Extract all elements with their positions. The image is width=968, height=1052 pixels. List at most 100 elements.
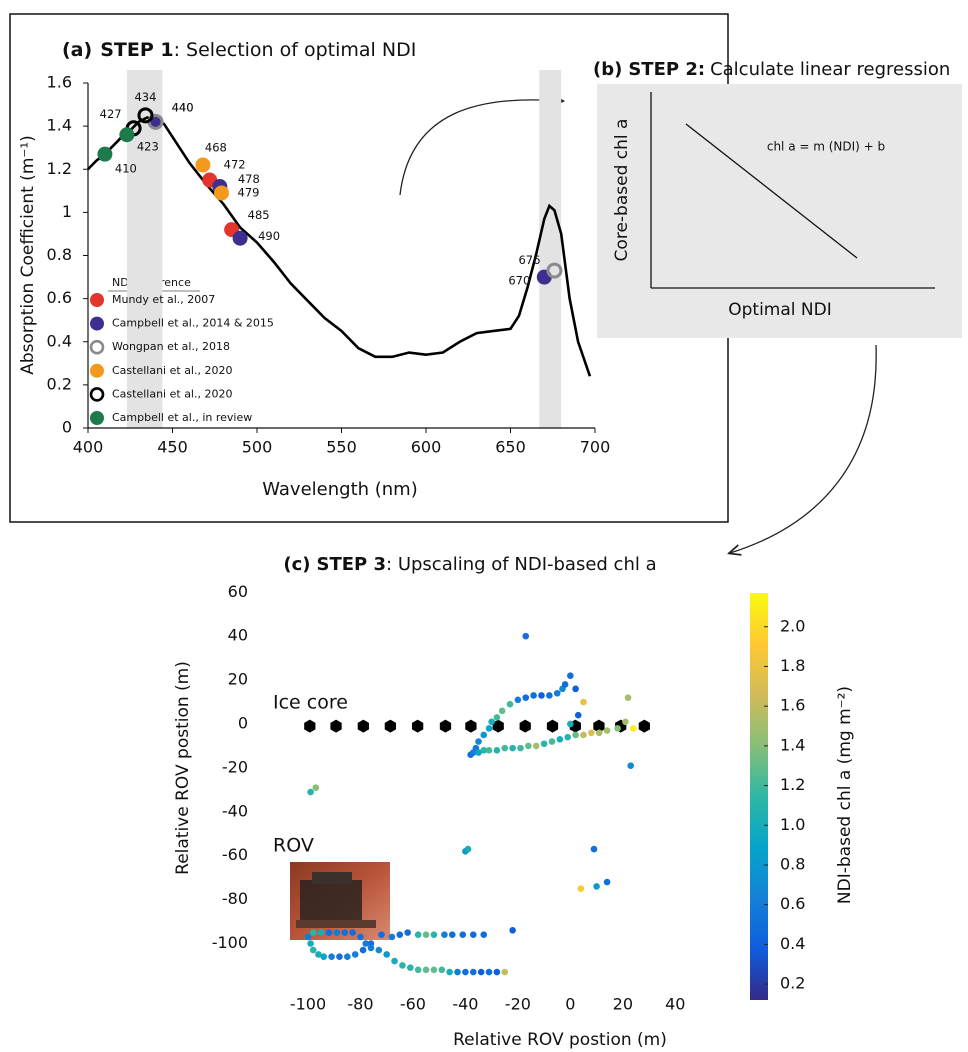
rov-point [378, 931, 385, 939]
rov-point [312, 784, 320, 791]
x-tick-label: 550 [326, 438, 357, 457]
point-label: 423 [137, 139, 159, 153]
rov-point [399, 962, 406, 969]
x-tick-label: 650 [495, 438, 526, 457]
title: : Upscaling of NDI-based chl a [386, 554, 657, 575]
point-label: 479 [238, 185, 260, 199]
rov-point [375, 946, 383, 954]
x-tick-label: -20 [505, 995, 531, 1014]
rov-point [572, 685, 579, 693]
colorbar-tick-label: 1.2 [780, 775, 805, 794]
rov-point [349, 929, 356, 936]
point-label: 434 [134, 90, 156, 104]
rov-point [485, 747, 493, 754]
rov-point [317, 929, 325, 936]
rov-point [532, 742, 540, 750]
rov-point [446, 968, 453, 976]
rov-point [475, 749, 482, 756]
rov-point [391, 957, 398, 965]
rov-point [501, 744, 509, 752]
x-axis-title: Optimal NDI [728, 300, 832, 320]
rov-point [480, 931, 488, 939]
rov-point [477, 968, 485, 976]
rov-point [480, 747, 488, 754]
point-label: 676 [518, 253, 540, 267]
rov-point [351, 951, 359, 958]
legend-label: Campbell et al., 2014 & 2015 [112, 317, 274, 330]
rov-point [362, 940, 369, 947]
legend-marker [89, 339, 105, 355]
rov-point [603, 878, 611, 886]
colorbar-tick-label: 1.0 [780, 815, 805, 834]
rov-point [304, 933, 312, 941]
ice-core [439, 719, 452, 733]
rov-point [595, 729, 603, 737]
y-tick-label: -60 [222, 845, 248, 864]
rov-point [572, 731, 579, 739]
flow-arrow [730, 344, 877, 553]
rov-point [493, 968, 501, 976]
rov-point [493, 747, 501, 754]
rov-point [383, 951, 390, 958]
rov-point [441, 931, 448, 939]
colorbar-tick-label: 0.2 [780, 974, 805, 993]
rov-point [567, 672, 574, 679]
rov-point [359, 946, 367, 954]
panel-a-title: (a) STEP 1: Selection of optimal NDI [62, 39, 416, 61]
rov-point [580, 698, 587, 706]
rov-point [469, 968, 477, 976]
colorbar-tick-label: 0.6 [780, 894, 805, 913]
colorbar-tick-label: 1.4 [780, 735, 805, 754]
point-label: 440 [172, 100, 194, 114]
flow-arrow [399, 100, 562, 196]
rov-point [556, 736, 564, 743]
x-tick-label: 400 [73, 438, 104, 457]
point-label: 490 [258, 229, 280, 243]
legend-label: Wongpan et al., 2018 [112, 340, 230, 353]
rov-point [388, 933, 396, 941]
rov-point [309, 946, 317, 954]
rov-point [307, 940, 314, 947]
rov-point [485, 968, 493, 976]
rov-point [488, 718, 495, 726]
x-tick-label: -100 [290, 995, 326, 1014]
title: Calculate linear regression [710, 59, 950, 80]
colorbar-tick-label: 2.0 [780, 616, 805, 635]
y-tick-label: 1.6 [47, 73, 72, 92]
y-tick-label: 0 [62, 418, 72, 437]
y-tick-label: -80 [222, 889, 248, 908]
rov-point [357, 933, 364, 941]
rov-point [525, 742, 532, 750]
rov-point [553, 689, 561, 697]
ice-core [357, 719, 369, 733]
legend-marker [90, 293, 104, 307]
rov-point [577, 885, 585, 892]
point-label: 440 [172, 100, 194, 114]
rov-point [485, 725, 493, 732]
rov-point [530, 692, 537, 699]
colorbar [750, 593, 768, 1000]
rov-point [344, 953, 351, 960]
data-point [232, 230, 248, 246]
equation: chl a = m (NDI) + b [767, 140, 885, 154]
rov-point [336, 953, 343, 960]
rov-point [506, 700, 514, 708]
colorbar-tick-label: 1.6 [780, 696, 805, 715]
y-tick-label: -40 [222, 801, 248, 820]
colorbar-tick-label: 0.8 [780, 854, 805, 873]
x-axis-title: Wavelength (nm) [262, 479, 418, 500]
legend-marker [90, 411, 104, 425]
data-point [214, 185, 230, 201]
rov-point [462, 968, 469, 976]
x-tick-label: 40 [665, 995, 685, 1014]
y-tick-label: -100 [212, 933, 248, 952]
rov-point [498, 707, 506, 715]
rov-point [407, 964, 414, 971]
panel-c-title: (c) STEP 3: Upscaling of NDI-based chl a [283, 554, 656, 575]
rov-point [522, 694, 530, 701]
y-tick-label: 0.4 [47, 331, 72, 350]
rov-point [590, 845, 598, 853]
colorbar-title: NDI-based chl a (mg m⁻²) [835, 686, 855, 904]
ice-core [638, 719, 650, 733]
